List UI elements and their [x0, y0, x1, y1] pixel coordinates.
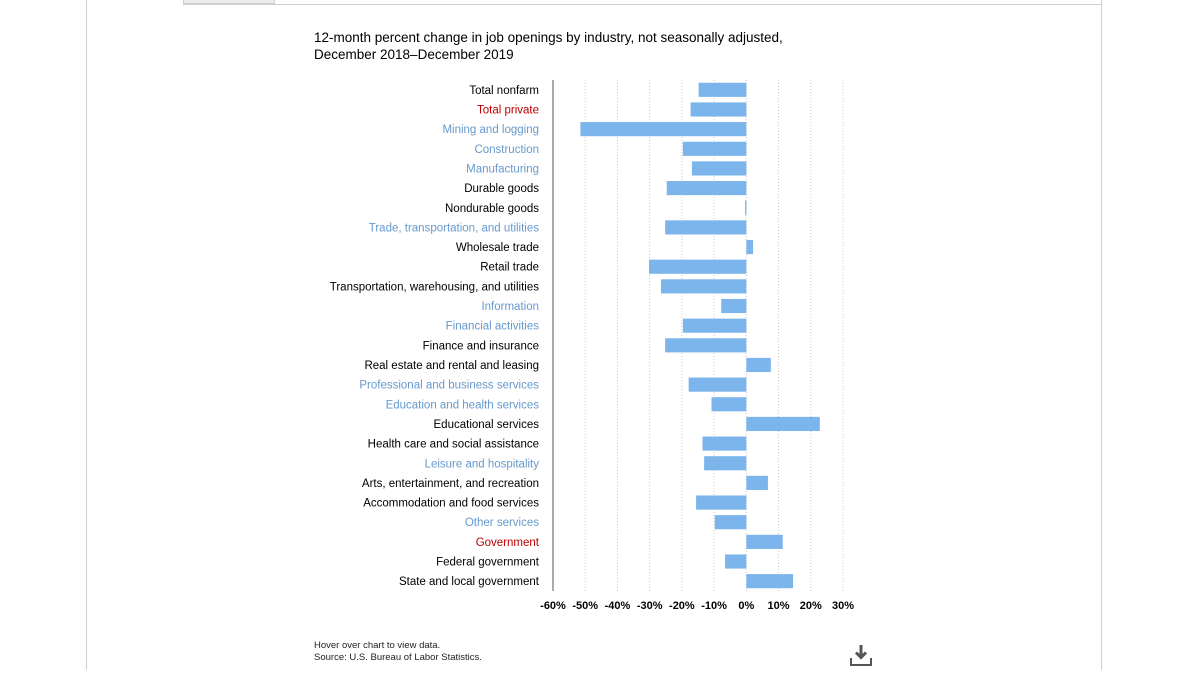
x-tick-label: 30% — [832, 600, 854, 612]
bar[interactable] — [704, 456, 747, 471]
x-tick-label: -50% — [572, 600, 598, 612]
category-label: Wholesale trade — [456, 242, 539, 254]
category-label: Mining and logging — [442, 124, 539, 136]
bar[interactable] — [746, 475, 768, 490]
bar[interactable] — [746, 239, 754, 255]
bar[interactable] — [702, 436, 747, 451]
bar[interactable] — [721, 298, 747, 314]
category-label: Total nonfarm — [469, 85, 539, 97]
chart-footer: Hover over chart to view data. Source: U… — [314, 640, 482, 664]
bar[interactable] — [746, 574, 794, 589]
hover-note: Hover over chart to view data. — [314, 640, 441, 651]
x-tick-label: -20% — [669, 600, 695, 612]
x-tick-label: -30% — [637, 600, 663, 612]
category-label: Other services — [465, 517, 539, 529]
category-label: Total private — [477, 104, 539, 116]
bar[interactable] — [665, 338, 747, 353]
x-tick-label: 10% — [768, 600, 790, 612]
category-label: Educational services — [434, 419, 540, 431]
chart-title-line2: December 2018–December 2019 — [314, 47, 514, 62]
bar[interactable] — [698, 82, 747, 97]
category-label: Manufacturing — [466, 163, 539, 175]
category-label: Leisure and hospitality — [425, 458, 540, 470]
bar[interactable] — [746, 534, 783, 549]
frame-top-border — [183, 4, 1102, 5]
category-label: Government — [476, 537, 540, 549]
tab-stub[interactable] — [183, 0, 275, 4]
frame-left-border — [86, 0, 87, 670]
bar[interactable] — [682, 318, 747, 333]
frame-right-border — [1101, 0, 1102, 670]
category-label: Health care and social assistance — [368, 439, 539, 451]
category-label: Finance and insurance — [423, 340, 539, 352]
bar[interactable] — [696, 495, 747, 510]
bar[interactable] — [691, 161, 747, 176]
category-label: Trade, transportation, and utilities — [369, 222, 539, 234]
x-tick-label: 0% — [738, 600, 754, 612]
category-label: Retail trade — [480, 262, 539, 274]
bar[interactable] — [665, 220, 747, 235]
category-label: Professional and business services — [359, 380, 539, 392]
bar[interactable] — [746, 357, 771, 373]
category-label: Information — [481, 301, 539, 313]
bar[interactable] — [725, 554, 747, 569]
download-button[interactable] — [848, 644, 874, 668]
category-label: Education and health services — [386, 399, 540, 411]
category-label: Nondurable goods — [445, 203, 539, 215]
bar[interactable] — [714, 515, 747, 530]
bar[interactable] — [649, 259, 747, 274]
x-tick-label: -40% — [605, 600, 631, 612]
bar[interactable] — [666, 181, 747, 196]
category-label: Arts, entertainment, and recreation — [362, 478, 539, 490]
x-tick-label: 20% — [800, 600, 822, 612]
bar[interactable] — [660, 279, 747, 294]
category-label: State and local government — [399, 576, 540, 588]
bar[interactable] — [711, 397, 747, 412]
bar[interactable] — [688, 377, 747, 392]
x-tick-label: -10% — [701, 600, 727, 612]
bar[interactable] — [745, 200, 747, 215]
chart-title-line1: 12-month percent change in job openings … — [314, 30, 783, 45]
category-label: Federal government — [436, 557, 540, 569]
category-label: Transportation, warehousing, and utiliti… — [330, 281, 539, 293]
source-note: Source: U.S. Bureau of Labor Statistics. — [314, 652, 482, 663]
bar[interactable] — [690, 102, 747, 117]
bar[interactable] — [580, 122, 747, 137]
download-icon — [850, 645, 872, 666]
category-label: Construction — [474, 144, 539, 156]
category-label: Financial activities — [446, 321, 540, 333]
category-label: Real estate and rental and leasing — [364, 360, 539, 372]
category-label: Durable goods — [464, 183, 539, 195]
bar[interactable] — [746, 416, 820, 432]
chart-title: 12-month percent change in job openings … — [314, 29, 874, 63]
bar[interactable] — [682, 141, 747, 156]
category-label: Accommodation and food services — [363, 498, 539, 510]
x-tick-label: -60% — [540, 600, 566, 612]
